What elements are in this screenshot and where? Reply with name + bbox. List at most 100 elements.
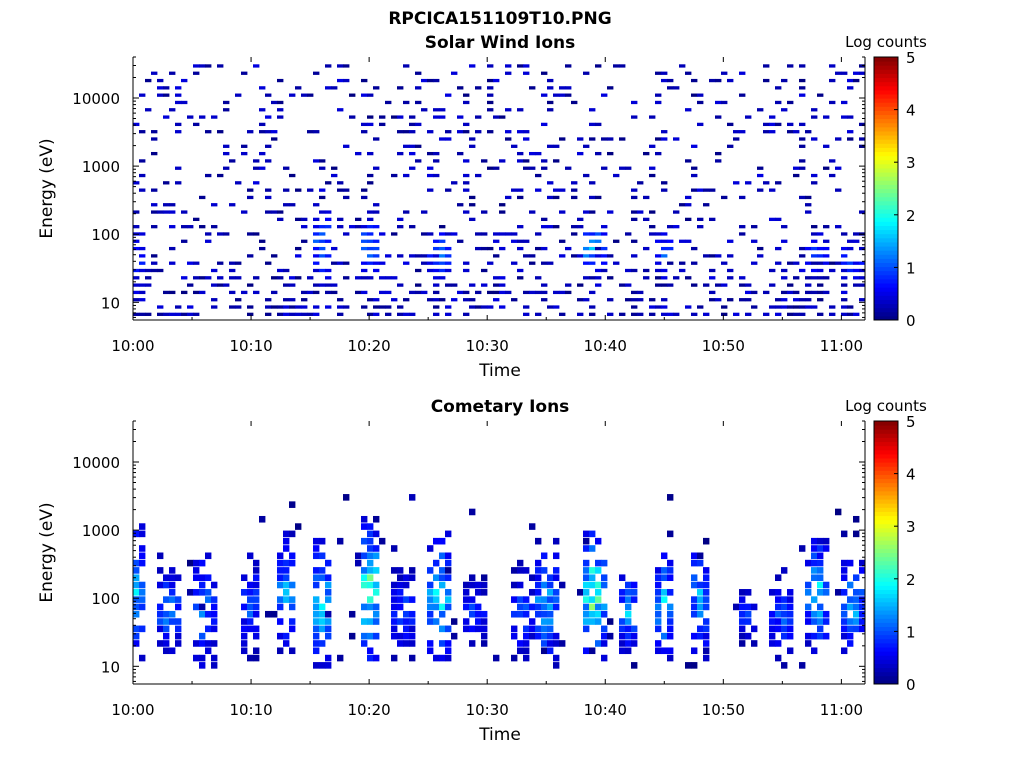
heatmap-cell (439, 276, 446, 280)
heatmap-cell (397, 596, 404, 603)
heatmap-cell (361, 567, 368, 574)
heatmap-cell (187, 283, 194, 287)
heatmap-cell (175, 603, 182, 611)
colorbar-band (874, 172, 898, 177)
heatmap-cell (205, 232, 212, 236)
heatmap-cell (661, 276, 668, 280)
heatmap-cell (247, 283, 254, 287)
heatmap-cell (367, 232, 374, 236)
heatmap-cell (649, 166, 656, 170)
heatmap-cell (373, 86, 380, 90)
heatmap-cell (775, 122, 782, 127)
heatmap-cell (403, 312, 410, 316)
heatmap-cell (535, 596, 542, 603)
heatmap-cell (853, 574, 860, 581)
heatmap-cell (811, 610, 818, 618)
heatmap-cell (583, 173, 590, 178)
heatmap-cell (187, 559, 194, 567)
heatmap-cell (655, 603, 662, 611)
heatmap-cell (325, 662, 332, 669)
x-tick-label: 10:40 (584, 701, 627, 719)
heatmap-cell (439, 108, 446, 112)
heatmap-cell (559, 86, 566, 90)
heatmap-cell (445, 589, 452, 596)
heatmap-cell (589, 530, 596, 538)
heatmap-cell (193, 261, 200, 265)
heatmap-cell (847, 115, 854, 119)
heatmap-cell (511, 632, 518, 640)
heatmap-cell (145, 276, 152, 280)
heatmap-cell (253, 625, 260, 633)
heatmap-cell (361, 632, 368, 640)
heatmap-cell (481, 618, 488, 625)
heatmap-cell (139, 173, 146, 178)
heatmap-cell (373, 246, 380, 251)
heatmap-cell (811, 596, 818, 603)
heatmap-cell (541, 640, 548, 647)
heatmap-cell (163, 290, 170, 295)
heatmap-cell (427, 166, 434, 170)
heatmap-cell (175, 130, 182, 134)
heatmap-cell (241, 647, 248, 655)
heatmap-cell (595, 581, 602, 589)
heatmap-cell (661, 232, 668, 236)
heatmap-cell (391, 596, 398, 603)
heatmap-cell (847, 596, 854, 603)
heatmap-cell (715, 78, 722, 83)
heatmap-cell (313, 647, 320, 655)
heatmap-cell (487, 93, 494, 97)
heatmap-cell (349, 632, 356, 640)
heatmap-cell (181, 78, 188, 83)
heatmap-cell (529, 523, 536, 530)
heatmap-cell (283, 567, 290, 574)
heatmap-cell (493, 276, 500, 280)
heatmap-cell (487, 166, 494, 170)
heatmap-cell (439, 603, 446, 611)
heatmap-cell (361, 523, 368, 530)
heatmap-cell (733, 312, 740, 316)
heatmap-cell (775, 640, 782, 647)
colorbar-band (874, 130, 898, 136)
heatmap-cell (391, 545, 398, 552)
heatmap-cell (589, 210, 596, 214)
heatmap-cell (547, 86, 554, 90)
colorbar-band (874, 593, 898, 599)
colorbar-band (874, 303, 898, 309)
heatmap-cell (475, 290, 482, 295)
heatmap-cell (193, 71, 200, 75)
heatmap-cell (469, 305, 476, 309)
heatmap-cell (343, 232, 350, 236)
heatmap-cell (535, 610, 542, 618)
heatmap-cell (295, 188, 302, 192)
heatmap-cell (133, 603, 140, 611)
heatmap-cell (631, 115, 638, 119)
heatmap-cell (523, 632, 530, 640)
heatmap-cell (601, 93, 608, 97)
heatmap-cell (325, 217, 332, 222)
colorbar-band (874, 163, 898, 169)
heatmap-cell (769, 115, 776, 119)
heatmap-cell (793, 130, 800, 134)
heatmap-cell (541, 632, 548, 640)
heatmap-cell (775, 305, 782, 309)
heatmap-cell (805, 610, 812, 618)
heatmap-cell (523, 130, 530, 134)
heatmap-cell (409, 290, 416, 295)
heatmap-cell (151, 261, 158, 265)
heatmap-cell (463, 210, 470, 214)
heatmap-cell (787, 618, 794, 625)
heatmap-cell (493, 254, 500, 258)
heatmap-cell (169, 108, 176, 112)
heatmap-cell (541, 603, 548, 611)
colorbar-band (874, 511, 898, 517)
heatmap-cell (193, 559, 200, 567)
heatmap-cell (439, 239, 446, 243)
heatmap-cell (277, 312, 284, 316)
heatmap-cell (655, 610, 662, 618)
heatmap-cell (811, 108, 818, 112)
heatmap-cell (421, 232, 428, 236)
heatmap-cell (253, 574, 260, 581)
heatmap-cell (835, 166, 842, 170)
heatmap-cell (625, 268, 632, 273)
heatmap-cell (589, 137, 596, 141)
